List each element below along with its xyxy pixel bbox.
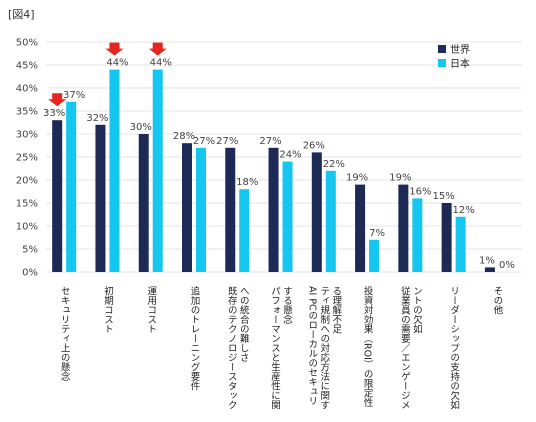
bar-world [95,124,106,272]
category-label: ティ規制への対応方法に関す [318,286,330,410]
bar-world [398,184,409,272]
legend-label: 世界 [450,44,470,56]
data-label: 0% [499,260,515,271]
down-arrow-icon [148,42,167,56]
category-label: リーダーシップの支持の欠如 [448,286,460,410]
data-label: 1% [479,255,495,266]
data-label: 24% [279,150,301,161]
data-label: 28% [173,131,195,142]
bar-world [441,203,452,272]
category-label: する懸念 [281,286,293,324]
figure-label: [図4] [8,8,35,21]
bar-japan [369,239,380,272]
category-label: セキュリティ上の懸念 [59,286,71,381]
bar-world [225,147,236,272]
category-label: ントの欠如 [411,286,423,334]
y-tick-label: 15% [16,199,38,210]
category-label: AI PCのローカルのセキュリ [306,286,318,406]
legend-swatch-japan [438,59,446,67]
category-label: 運用コスト [145,286,157,334]
data-label: 15% [433,191,455,202]
data-label: 26% [303,140,325,151]
bar-world [311,152,322,272]
bar-world [355,184,366,272]
bar-japan [282,161,293,272]
category-label: 既存のテクノロジースタック [226,286,238,410]
bar-japan [195,147,206,272]
bar-japan [152,69,163,272]
data-label: 12% [453,205,475,216]
y-tick-label: 40% [16,84,38,95]
bar-world [268,147,279,272]
category-label: パフォーマンスと生産性に関 [269,286,281,410]
legend-swatch-world [438,45,446,53]
bar-world [138,134,149,272]
down-arrow-icon [105,42,124,56]
bar-japan [325,170,336,272]
data-label: 44% [106,58,128,69]
data-label: 16% [409,186,431,197]
bar-japan [412,198,423,272]
category-label: 投資対効果（ROI）の限定性 [362,285,374,408]
y-tick-label: 45% [16,61,38,72]
data-label: 22% [323,159,345,170]
highlight-arrows [48,42,167,107]
data-label: 27% [216,136,238,147]
bar-world [181,143,192,272]
bar-world [484,267,495,272]
data-label: 27% [259,136,281,147]
data-labels: 33%37%32%44%30%44%28%27% 27%18%27%24%26%2… [43,58,515,271]
category-label: る理解不足 [330,286,342,334]
bar-japan [66,101,77,272]
data-label: 7% [369,228,385,239]
bars [52,69,495,272]
data-label: 18% [236,177,258,188]
category-label: その他 [491,286,503,315]
y-tick-label: 5% [22,245,38,256]
y-tick-label: 10% [16,222,38,233]
y-tick-label: 20% [16,176,38,187]
category-label: 従業員の需要／エンゲージメ [399,285,411,409]
bar-japan [239,189,250,272]
down-arrow-icon [48,93,67,107]
data-label: 30% [130,122,152,133]
category-label: 初期コスト [102,285,114,333]
bar-japan [455,216,466,272]
y-tick-label: 30% [16,130,38,141]
data-label: 37% [63,90,85,101]
data-label: 27% [193,136,215,147]
data-label: 19% [389,173,411,184]
y-tick-label: 50% [16,38,38,49]
category-label: 追加のトレーニング要件 [188,285,200,391]
y-axis-ticks: 0% 5% 10% 15% 20% 25% 30% 35% 40% 45% 50% [16,38,38,279]
data-label: 19% [346,173,368,184]
y-tick-label: 25% [16,153,38,164]
data-label: 44% [150,58,172,69]
bar-world [52,120,63,272]
category-labels: セキュリティ上の懸念 初期コスト 運用コスト 追加のトレーニング要件 既存のテクノロジー… [59,285,503,410]
data-label: 33% [43,108,65,119]
y-tick-label: 35% [16,107,38,118]
category-label: への統合の難しさ [238,286,250,362]
bar-japan [109,69,120,272]
legend-label: 日本 [450,57,470,70]
data-label: 32% [86,113,108,124]
y-tick-label: 0% [22,268,38,279]
